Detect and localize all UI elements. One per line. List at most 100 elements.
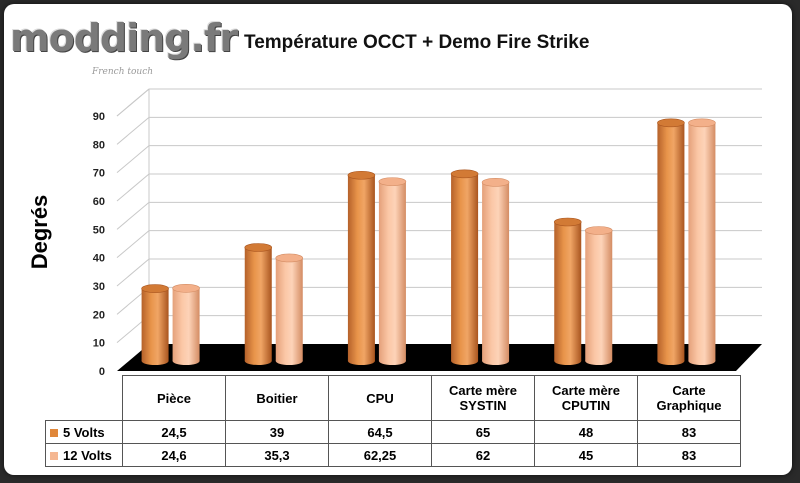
data-label: 39 bbox=[225, 420, 329, 444]
bar-body bbox=[657, 122, 685, 361]
bar-1-3 bbox=[481, 178, 510, 365]
data-label: 83 bbox=[637, 443, 741, 467]
data-label: 64,5 bbox=[328, 420, 432, 444]
y-tick-label: 10 bbox=[93, 338, 105, 350]
y-tick-label: 20 bbox=[93, 309, 105, 321]
data-label: 45 bbox=[534, 443, 638, 467]
y-axis-ticks: 0 10 20 30 40 50 60 70 80 90 bbox=[93, 111, 105, 378]
bar-1-0 bbox=[172, 283, 200, 365]
bar-body bbox=[275, 257, 303, 361]
site-logo: modding.fr bbox=[10, 16, 238, 60]
chart-title: Température OCCT + Demo Fire Strike bbox=[244, 32, 590, 53]
y-tick-label: 0 bbox=[99, 366, 105, 378]
table-row: 12 Volts 24,6 35,3 62,25 62 45 83 bbox=[45, 443, 741, 467]
bar-bottom bbox=[347, 357, 375, 365]
y-tick-label: 80 bbox=[93, 139, 105, 151]
bar-0-5 bbox=[657, 118, 685, 365]
category-label-line: CPUTIN bbox=[561, 398, 611, 413]
bar-top bbox=[141, 284, 169, 293]
category-label-line: Pièce bbox=[157, 390, 191, 406]
data-label: 83 bbox=[637, 420, 741, 444]
bar-0-3 bbox=[450, 169, 479, 365]
legend-entry: 5 Volts bbox=[45, 420, 123, 444]
bar-top bbox=[347, 170, 376, 180]
y-tick-label: 60 bbox=[93, 196, 105, 208]
category-label-line: Carte mère bbox=[449, 383, 517, 398]
logo-tagline: French touch bbox=[92, 67, 154, 77]
bar-0-2 bbox=[347, 170, 376, 365]
data-label: 62,25 bbox=[328, 443, 432, 467]
bar-top bbox=[688, 118, 716, 128]
bar-body bbox=[554, 222, 582, 361]
category-label-line: Boitier bbox=[256, 390, 298, 406]
bar-bottom bbox=[482, 357, 510, 365]
bar-top bbox=[275, 253, 304, 263]
data-label: 35,3 bbox=[225, 443, 329, 467]
bar-bottom bbox=[688, 357, 716, 365]
category-label: Carte mère SYSTIN bbox=[431, 375, 535, 421]
gridline-side bbox=[116, 201, 150, 230]
y-tick-label: 30 bbox=[93, 281, 105, 293]
bar-bottom bbox=[275, 357, 303, 365]
bar-bottom bbox=[244, 357, 272, 365]
bar-top bbox=[584, 226, 613, 235]
bar-bottom bbox=[554, 357, 582, 365]
category-label: Carte mère CPUTIN bbox=[534, 375, 638, 421]
bar-body bbox=[347, 175, 375, 361]
axis-side-top bbox=[116, 88, 150, 117]
bar-bottom bbox=[141, 357, 169, 365]
bar-body bbox=[378, 181, 406, 361]
bar-body bbox=[244, 247, 272, 361]
bar-1-2 bbox=[378, 177, 407, 365]
category-label: CPU bbox=[328, 375, 432, 421]
bar-body bbox=[141, 288, 169, 361]
bar-bottom bbox=[657, 357, 685, 365]
bar-body bbox=[451, 173, 479, 361]
data-table: Pièce Boitier CPU Carte mère SYSTIN Carte mèr… bbox=[45, 375, 741, 467]
bar-top bbox=[553, 217, 582, 227]
gridline-side bbox=[116, 230, 150, 259]
table-row: 5 Volts 24,5 39 64,5 65 48 83 bbox=[45, 420, 741, 444]
bar-top bbox=[657, 118, 685, 128]
table-header-row: Pièce Boitier CPU Carte mère SYSTIN Carte mèr… bbox=[46, 375, 741, 421]
bar-top bbox=[172, 283, 200, 293]
category-label: Carte Graphique bbox=[637, 375, 741, 421]
category-label-line: SYSTIN bbox=[459, 398, 507, 413]
category-label-line: Carte bbox=[672, 383, 706, 398]
gridline-side bbox=[116, 145, 150, 174]
bar-1-1 bbox=[275, 253, 304, 365]
gridline-side bbox=[116, 116, 150, 145]
series-name: 12 Volts bbox=[63, 447, 112, 463]
category-label-line: CPU bbox=[366, 390, 394, 406]
bar-body bbox=[688, 122, 716, 361]
bars bbox=[141, 118, 716, 365]
category-label: Pièce bbox=[122, 375, 226, 421]
bar-top bbox=[481, 178, 510, 187]
table-corner bbox=[46, 376, 123, 421]
data-label: 62 bbox=[431, 443, 535, 467]
bar-1-4 bbox=[584, 226, 613, 365]
series-name: 5 Volts bbox=[63, 424, 105, 440]
gridline-side bbox=[116, 258, 150, 287]
category-label-line: Carte mère bbox=[552, 383, 620, 398]
legend-swatch bbox=[50, 429, 58, 438]
gridline-side bbox=[116, 173, 150, 202]
data-label: 48 bbox=[534, 420, 638, 444]
y-tick-label: 70 bbox=[93, 168, 105, 180]
bar-top bbox=[378, 177, 407, 186]
bar-0-4 bbox=[553, 217, 582, 365]
bar-1-5 bbox=[688, 118, 716, 365]
bar-bottom bbox=[585, 357, 613, 365]
bar-body bbox=[482, 182, 510, 361]
data-label: 24,5 bbox=[122, 420, 226, 444]
legend-swatch bbox=[50, 452, 58, 461]
y-tick-label: 90 bbox=[93, 111, 105, 123]
chart-frame: modding.fr French touch Température OCCT… bbox=[4, 4, 792, 475]
bar-bottom bbox=[378, 357, 406, 365]
bar-bottom bbox=[451, 357, 479, 365]
bar-body bbox=[172, 288, 200, 361]
category-label-line: Graphique bbox=[656, 398, 722, 413]
bar-body bbox=[585, 230, 613, 361]
bar-bottom bbox=[172, 357, 200, 365]
bar-top bbox=[244, 243, 273, 252]
